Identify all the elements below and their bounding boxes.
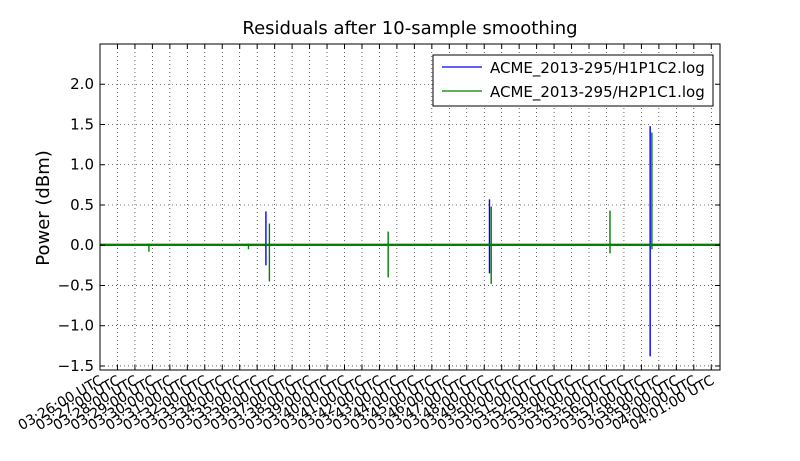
y-tick-label: 1.5	[70, 115, 94, 133]
y-tick-label: −1.5	[58, 357, 94, 375]
legend: ACME_2013-295/H1P1C2.log ACME_2013-295/H…	[432, 54, 714, 107]
legend-box	[432, 54, 714, 107]
y-axis-label: Power (dBm)	[33, 150, 54, 266]
y-tick-label: 2.0	[70, 75, 94, 93]
series-baseline	[100, 243, 720, 246]
y-tick-label: −1.0	[58, 317, 94, 335]
axis-ticks: −1.5−1.0−0.50.00.51.01.52.003:26:00 UTC0…	[16, 44, 720, 434]
y-tick-label: −0.5	[58, 276, 94, 294]
data-series	[100, 126, 720, 357]
chart-title: Residuals after 10-sample smoothing	[242, 18, 577, 39]
y-tick-label: 1.0	[70, 156, 94, 174]
legend-label-h2p1c1: ACME_2013-295/H2P1C1.log	[490, 83, 705, 102]
plot-frame	[99, 43, 721, 371]
legend-label-h1p1c2: ACME_2013-295/H1P1C2.log	[490, 59, 705, 78]
series-2	[100, 132, 720, 284]
series-1	[100, 126, 720, 357]
y-tick-label: 0.5	[70, 196, 94, 214]
y-tick-label: 0.0	[70, 236, 94, 254]
